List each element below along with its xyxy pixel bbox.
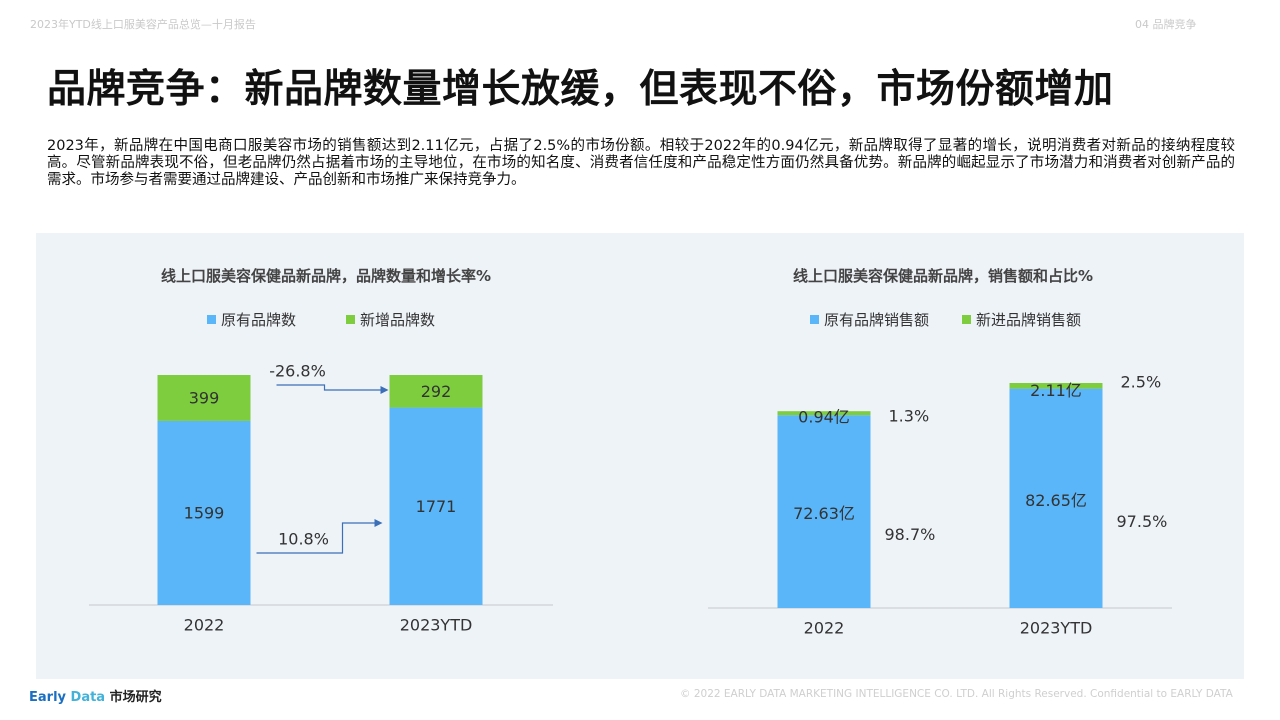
chart1-legend-swatch-green: [346, 315, 356, 324]
section-label: 04 品牌竞争: [1135, 18, 1197, 31]
chart1-arrow-new-head: [380, 386, 389, 394]
chart2-label-existing-1: 82.65亿: [1025, 491, 1087, 510]
page-title: 品牌竞争：新品牌数量增长放缓，但表现不俗，市场份额增加: [47, 67, 1114, 112]
chart1-legend-swatch-blue: [207, 315, 216, 324]
chart2-legend-label-new: 新进品牌销售额: [976, 311, 1082, 329]
logo-word-data: Data: [70, 690, 106, 705]
chart2-share-new-1: 2.5%: [1121, 373, 1162, 392]
chart1-label-existing-1: 1771: [416, 497, 457, 516]
chart1-bar-new-0: [157, 375, 251, 421]
chart1-annotation-new: -26.8%: [269, 362, 326, 381]
chart1-annotation-existing: 10.8%: [278, 530, 329, 549]
chart1-arrow-existing-head: [374, 519, 383, 527]
chart1-label-new-0: 399: [189, 388, 220, 407]
chart2-xtick-1: 2023YTD: [1020, 619, 1093, 638]
chart2-bar-new-1: [1009, 383, 1103, 389]
logo-word-research: 市场研究: [109, 690, 162, 705]
chart2-legend-item-new: 新进品牌销售额: [962, 309, 1081, 330]
logo-word-early: Early: [29, 690, 66, 705]
page-description: 2023年，新品牌在中国电商口服美容市场的销售额达到2.11亿元，占据了2.5%…: [47, 138, 1235, 188]
chart2-bar-new-0: [777, 411, 871, 416]
chart2-share-existing-0: 98.7%: [885, 525, 936, 544]
chart1-legend-label-existing: 原有品牌数: [221, 311, 297, 329]
chart1-legend: 原有品牌数 新增品牌数: [207, 309, 485, 330]
chart2-share-existing-1: 97.5%: [1117, 512, 1168, 531]
footer-logo: Early Data 市场研究: [29, 686, 162, 705]
report-header-title: 2023年YTD线上口服美容产品总览—十月报告: [30, 18, 256, 31]
chart2-legend: 原有品牌销售额 新进品牌销售额: [810, 309, 1131, 330]
chart2-label-existing-0: 72.63亿: [793, 504, 855, 523]
chart2-bar-existing-0: [777, 415, 871, 608]
chart1-legend-label-new: 新增品牌数: [360, 311, 436, 329]
chart2-legend-swatch-green: [962, 315, 972, 324]
chart2-legend-swatch-blue: [810, 315, 819, 324]
chart2-bar-existing-1: [1009, 388, 1103, 608]
chart1-bar-existing-1: [389, 407, 483, 605]
chart1-label-new-1: 292: [421, 382, 452, 401]
chart2-legend-item-existing: 原有品牌销售额: [810, 309, 929, 330]
chart2-label-new-1: 2.11亿: [1030, 381, 1082, 400]
chart1-bar-existing-0: [157, 420, 251, 605]
chart1-xtick-1: 2023YTD: [400, 616, 473, 635]
chart2-label-new-0: 0.94亿: [798, 408, 850, 427]
chart1-arrow-existing-line: [256, 522, 375, 554]
chart2-title: 线上口服美容保健品新品牌，销售额和占比%: [793, 267, 1094, 285]
chart1-bar-new-1: [389, 375, 483, 408]
chart1-label-existing-0: 1599: [184, 503, 225, 522]
chart1-legend-item-new: 新增品牌数: [346, 309, 435, 330]
chart1-xtick-0: 2022: [184, 616, 225, 635]
footer-copyright: © 2022 EARLY DATA MARKETING INTELLIGENCE…: [680, 688, 1233, 700]
chart2-share-new-0: 1.3%: [889, 407, 930, 426]
chart1-title: 线上口服美容保健品新品牌，品牌数量和增长率%: [161, 267, 492, 285]
chart2-xtick-0: 2022: [804, 619, 845, 638]
chart1-legend-item-existing: 原有品牌数: [207, 309, 296, 330]
chart1-arrow-new-line: [276, 384, 383, 391]
chart2-legend-label-existing: 原有品牌销售额: [824, 311, 930, 329]
